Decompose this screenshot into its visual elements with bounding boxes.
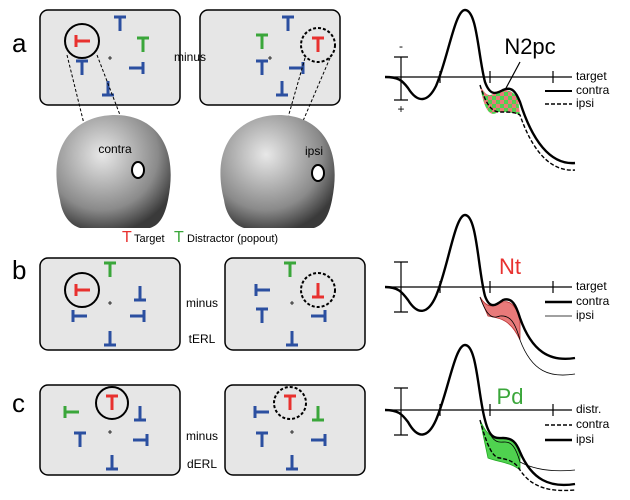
caption: tERL: [189, 332, 216, 346]
wave-legend: ipsi: [576, 308, 594, 322]
display-box: [225, 258, 365, 350]
waveform: - + N2pc target contra ipsi: [385, 10, 610, 170]
wave-legend: contra: [576, 83, 610, 97]
panel-label: a: [12, 28, 27, 58]
minus: minus: [186, 429, 218, 443]
electrode-label: contra: [98, 142, 132, 156]
wave-legend: target: [576, 69, 607, 83]
wave-legend: contra: [576, 417, 610, 431]
caption: dERL: [187, 457, 217, 471]
legend-text: Target: [134, 233, 165, 245]
wave-legend: ipsi: [576, 96, 594, 110]
legend-symbol: T: [174, 229, 184, 246]
component-label: Nt: [499, 254, 521, 279]
scale-label: -: [399, 39, 403, 53]
wave-legend: distr.: [576, 402, 601, 416]
panel-label: b: [12, 255, 26, 285]
minus: minus: [186, 296, 218, 310]
component-label: N2pc: [504, 34, 555, 59]
wave-legend: target: [576, 279, 607, 293]
component-label: Pd: [497, 384, 524, 409]
display-box: [225, 385, 365, 475]
wave-legend: contra: [576, 294, 610, 308]
electrode-label: ipsi: [305, 144, 323, 158]
legend-text: Distractor (popout): [187, 233, 278, 245]
wave-legend: ipsi: [576, 432, 594, 446]
minus: minus: [174, 50, 206, 64]
scale-label: +: [397, 102, 404, 116]
figure: a b c minus minus tERL minus dERL contra…: [0, 0, 630, 500]
legend-symbol: T: [122, 229, 132, 246]
waveform: Pd distr. contra ipsi: [385, 345, 610, 490]
waveform: Nt target contra ipsi: [385, 215, 610, 375]
panel-label: c: [12, 388, 25, 418]
